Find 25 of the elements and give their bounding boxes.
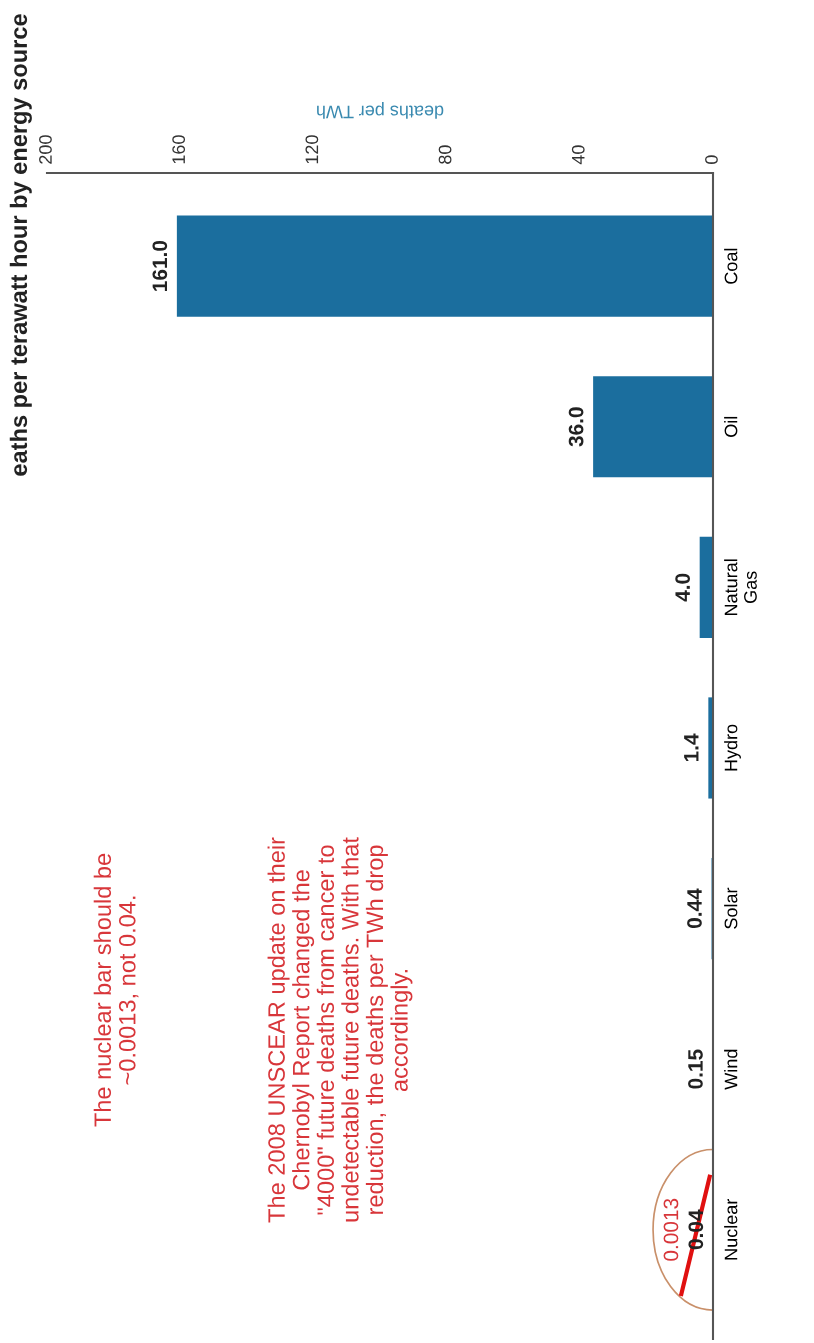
x-tick-label: 80	[438, 145, 452, 164]
data-label: 1.4	[684, 733, 699, 762]
y-tick-label: Oil	[724, 416, 738, 437]
data-label: 36.0	[568, 407, 584, 447]
x-tick-label: 200	[39, 135, 52, 164]
data-label: 0.04	[688, 1209, 704, 1250]
data-label: 4.0	[675, 573, 691, 602]
x-tick-label: 40	[571, 145, 585, 165]
y-tick-label: Wind	[724, 1049, 738, 1090]
data-label: 0.15	[688, 1049, 703, 1089]
data-label: 0.44	[687, 888, 702, 929]
y-tick-label: Nuclear	[724, 1198, 738, 1260]
x-axis-title: deaths per TWh	[317, 102, 444, 119]
x-tick-label: 120	[305, 135, 319, 164]
x-tick-label: 160	[172, 135, 186, 164]
annotation: The 2008 UNSCEAR update on their Chernobyl Report changed the "4000" future deaths from cancer to undetectable future deaths. With that reduction, the deaths per TWh drop accordingly.	[267, 837, 413, 1223]
y-tick-label: Coal	[724, 248, 738, 284]
y-tick-label: Solar	[724, 887, 738, 929]
text: eaths per terawatt hour by energy source	[9, 14, 32, 476]
y-tick-label: Natural Gas	[724, 559, 757, 615]
x-tick-label: 0	[705, 155, 718, 164]
annotation: The nuclear bar should be ~0.0013, not 0.04.	[93, 853, 139, 1127]
annotation: 0.0013	[663, 1198, 679, 1261]
data-label: 161.0	[152, 240, 168, 291]
y-tick-label: Hydro	[724, 724, 741, 771]
